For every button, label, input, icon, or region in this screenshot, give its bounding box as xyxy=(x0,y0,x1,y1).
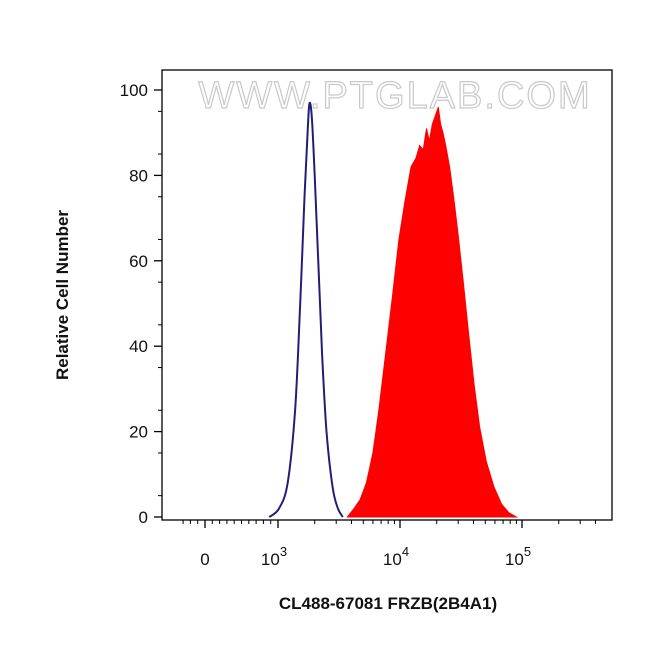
x-tick-label: 103 xyxy=(261,544,287,569)
x-axis-title: CL488-67081 FRZB(2B4A1) xyxy=(279,594,497,613)
x-tick-label: 0 xyxy=(200,550,209,569)
y-tick-label: 60 xyxy=(129,252,148,271)
x-tick-label: 104 xyxy=(383,544,409,569)
y-tick-label: 20 xyxy=(129,423,148,442)
x-tick-label: 105 xyxy=(505,544,531,569)
watermark: WWW.PTGLAB.COM xyxy=(198,75,591,117)
y-tick-label: 0 xyxy=(139,508,148,527)
series-filled-histogram xyxy=(346,106,519,518)
axes-layer: 0 20 40 60 80 100 0 103 104 105 xyxy=(120,81,596,569)
series-outline-histogram xyxy=(268,101,344,518)
y-axis-title: Relative Cell Number xyxy=(53,210,72,380)
y-tick-label: 100 xyxy=(120,81,148,100)
series-layer xyxy=(268,101,519,518)
y-tick-label: 40 xyxy=(129,337,148,356)
y-tick-label: 80 xyxy=(129,166,148,185)
